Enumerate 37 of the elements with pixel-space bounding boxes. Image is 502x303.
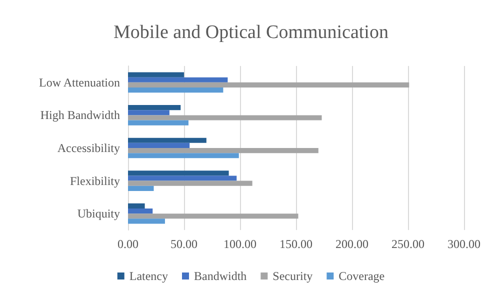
bar xyxy=(128,72,184,78)
bar xyxy=(128,87,224,93)
bar xyxy=(128,203,145,209)
bar xyxy=(128,82,410,88)
y-tick-label: High Bandwidth xyxy=(40,108,120,122)
bar xyxy=(128,176,237,181)
x-tick-label: 250.00 xyxy=(392,237,424,251)
bar xyxy=(128,186,154,191)
bar xyxy=(128,208,153,214)
bar xyxy=(128,105,181,110)
bar xyxy=(128,77,228,82)
bar xyxy=(128,153,239,158)
bar xyxy=(128,110,170,116)
chart-title: Mobile and Optical Communication xyxy=(114,22,389,43)
x-tick-label: 200.00 xyxy=(336,237,368,251)
bar xyxy=(128,142,190,148)
y-tick-label: Low Attenuation xyxy=(39,75,120,90)
legend-label: Latency xyxy=(129,269,168,283)
bar xyxy=(128,148,318,154)
legend-label: Coverage xyxy=(338,269,385,283)
x-tick-label: 100.00 xyxy=(224,237,256,251)
bar xyxy=(128,180,252,186)
legend-label: Bandwidth xyxy=(194,269,247,283)
x-tick-label: 300.00 xyxy=(448,237,480,251)
y-tick-label: Flexibility xyxy=(70,174,120,188)
x-tick-label: 0.00 xyxy=(118,237,138,251)
legend-label: Security xyxy=(272,269,313,283)
x-tick-label: 150.00 xyxy=(280,237,312,251)
bar xyxy=(128,138,206,143)
y-tick-label: Accessibility xyxy=(57,141,120,155)
bar xyxy=(128,218,165,224)
y-tick-label: Ubiquity xyxy=(77,206,120,221)
bar xyxy=(128,170,229,176)
bar xyxy=(128,120,188,126)
x-tick-label: 50.00 xyxy=(170,237,198,251)
bar xyxy=(128,115,322,120)
bar xyxy=(128,214,298,219)
